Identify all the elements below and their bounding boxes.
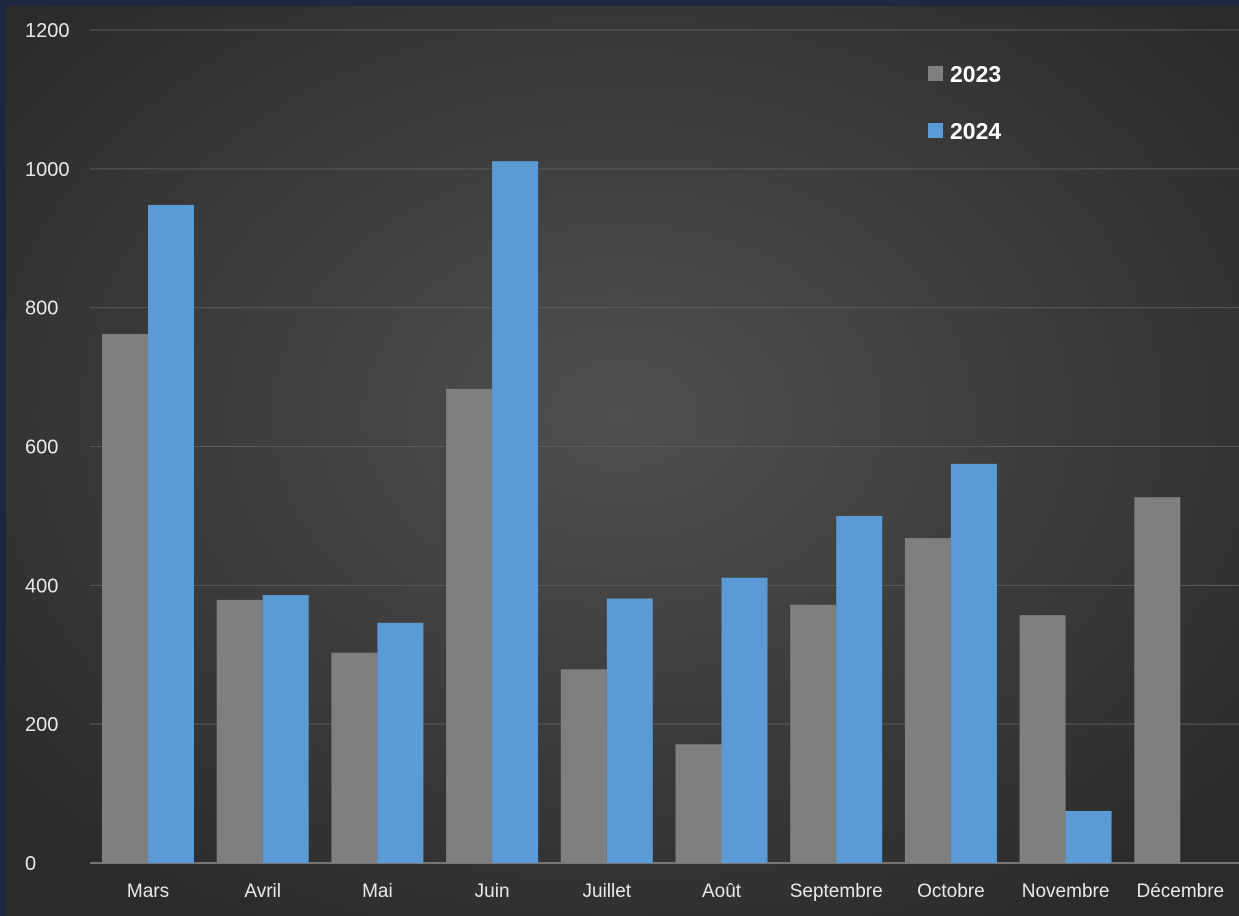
x-tick-label: Avril (244, 881, 281, 902)
x-tick-label: Novembre (1022, 881, 1110, 902)
x-tick-label: Décembre (1136, 881, 1224, 902)
x-tick-label: Mars (127, 881, 169, 902)
y-tick-label: 600 (25, 437, 58, 459)
bar-2023-mai (331, 652, 378, 863)
y-tick-label: 0 (25, 853, 36, 875)
x-tick-label: Juillet (583, 881, 632, 902)
bar-2024-juillet (606, 598, 653, 863)
x-tick-label: Mai (362, 881, 393, 902)
legend-label-2024: 2024 (950, 118, 1001, 144)
bar-2023-juillet (560, 669, 607, 863)
legend: 2023 2024 (928, 61, 1001, 144)
y-tick-label: 1000 (25, 159, 70, 181)
y-tick-label: 1200 (25, 20, 70, 42)
x-axis-tick-labels: Mars Avril Mai Juin Juillet Août Septembre Octo… (127, 881, 1224, 902)
bar-2024-mai (377, 622, 424, 863)
x-tick-label: Août (702, 881, 742, 902)
bar-2024-juin (492, 161, 539, 863)
legend-swatch-2023 (928, 66, 943, 81)
bar-2024-mars (148, 204, 194, 863)
bar-2024-avril (262, 595, 309, 863)
bar-2024-septembre (836, 515, 883, 863)
bar-2023-octobre (904, 538, 951, 863)
x-tick-label: Octobre (917, 881, 985, 902)
y-tick-label: 800 (25, 298, 58, 320)
bar-2023-novembre (1019, 615, 1066, 863)
y-tick-label: 200 (25, 714, 58, 736)
bar-2023-septembre (790, 604, 837, 863)
bar-2023-juin (446, 388, 493, 863)
legend-label-2023: 2023 (950, 61, 1001, 87)
x-tick-label: Septembre (790, 881, 883, 902)
bar-2024-août (721, 577, 768, 863)
bars (102, 161, 1181, 863)
bar-2023-décembre (1134, 497, 1181, 863)
legend-swatch-2024 (928, 123, 943, 138)
bar-2023-mars (102, 334, 148, 863)
bar-2023-avril (216, 599, 263, 863)
x-tick-label: Juin (475, 881, 510, 902)
y-axis-tick-labels: 0 200 400 600 800 1000 1200 (25, 20, 70, 875)
bar-2024-octobre (950, 463, 997, 863)
y-tick-label: 400 (25, 575, 58, 597)
bar-2024-novembre (1065, 810, 1112, 863)
bar-2023-août (675, 744, 722, 863)
